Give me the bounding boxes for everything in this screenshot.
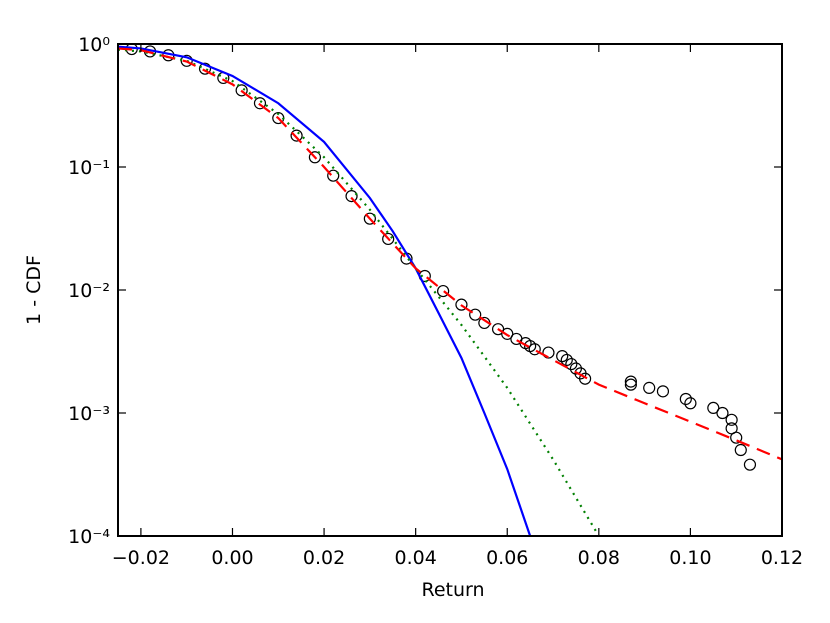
x-tick-label: −0.02 (112, 547, 170, 569)
data-point (743, 458, 757, 471)
x-tick-label: 0.08 (578, 547, 620, 569)
series-line (118, 47, 782, 461)
data-point (734, 443, 747, 457)
data-point (235, 84, 248, 97)
data-point (707, 401, 720, 415)
y-tick-label: 10⁻⁴ (68, 526, 110, 548)
data-point (556, 350, 569, 363)
data-point (656, 385, 670, 398)
x-tick-label: 0.06 (486, 547, 528, 569)
y-tick-label: 10⁻³ (68, 403, 110, 425)
plot-area (118, 44, 782, 536)
data-point (382, 232, 395, 246)
data-point (730, 431, 743, 444)
data-point (327, 169, 340, 182)
x-tick-label: 0.10 (669, 547, 711, 569)
data-point (716, 406, 729, 420)
x-axis-label: Return (421, 579, 484, 601)
y-tick-label: 10⁻¹ (68, 157, 110, 179)
data-point (578, 372, 592, 385)
x-tick-label: 0.02 (303, 547, 345, 569)
y-axis-label: 1 - CDF (23, 255, 45, 325)
data-point (253, 97, 267, 110)
data-point (684, 397, 697, 410)
series-line (118, 45, 532, 536)
data-point (542, 346, 555, 359)
data-point (469, 308, 482, 321)
data-point (290, 129, 303, 142)
series-line (118, 48, 600, 536)
data-point (501, 327, 514, 340)
data-point (643, 381, 656, 394)
data-point (624, 375, 637, 388)
data-point (455, 298, 468, 311)
data-point (624, 378, 637, 391)
data-point (345, 189, 358, 203)
x-tick-label: 0.12 (761, 547, 803, 569)
data-point (725, 413, 738, 426)
data-point (679, 392, 692, 406)
plot-frame (117, 43, 783, 537)
data-point (437, 284, 450, 298)
data-point (308, 151, 322, 164)
data-point (565, 357, 578, 371)
data-point (180, 54, 193, 67)
y-tick-label: 10⁰ (78, 34, 110, 56)
y-tick-label: 10⁻² (68, 280, 110, 302)
data-point (363, 212, 376, 225)
data-point (198, 62, 212, 75)
data-point (560, 353, 573, 367)
data-point (528, 343, 541, 356)
x-tick-label: 0.00 (211, 547, 253, 569)
x-tick-label: 0.04 (394, 547, 436, 569)
